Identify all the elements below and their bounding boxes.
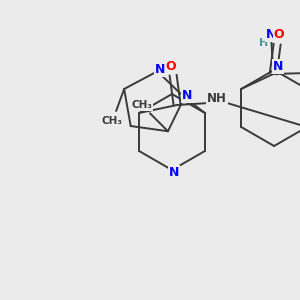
- Text: O: O: [166, 59, 176, 73]
- Text: H: H: [259, 38, 268, 48]
- Text: O: O: [274, 28, 284, 41]
- Text: N: N: [155, 63, 166, 76]
- Text: CH₃: CH₃: [131, 100, 152, 110]
- Text: N: N: [182, 89, 193, 102]
- Text: N: N: [266, 28, 276, 40]
- Text: N: N: [169, 166, 179, 178]
- Text: CH₃: CH₃: [102, 116, 123, 126]
- Text: NH: NH: [207, 92, 227, 106]
- Text: N: N: [273, 59, 283, 73]
